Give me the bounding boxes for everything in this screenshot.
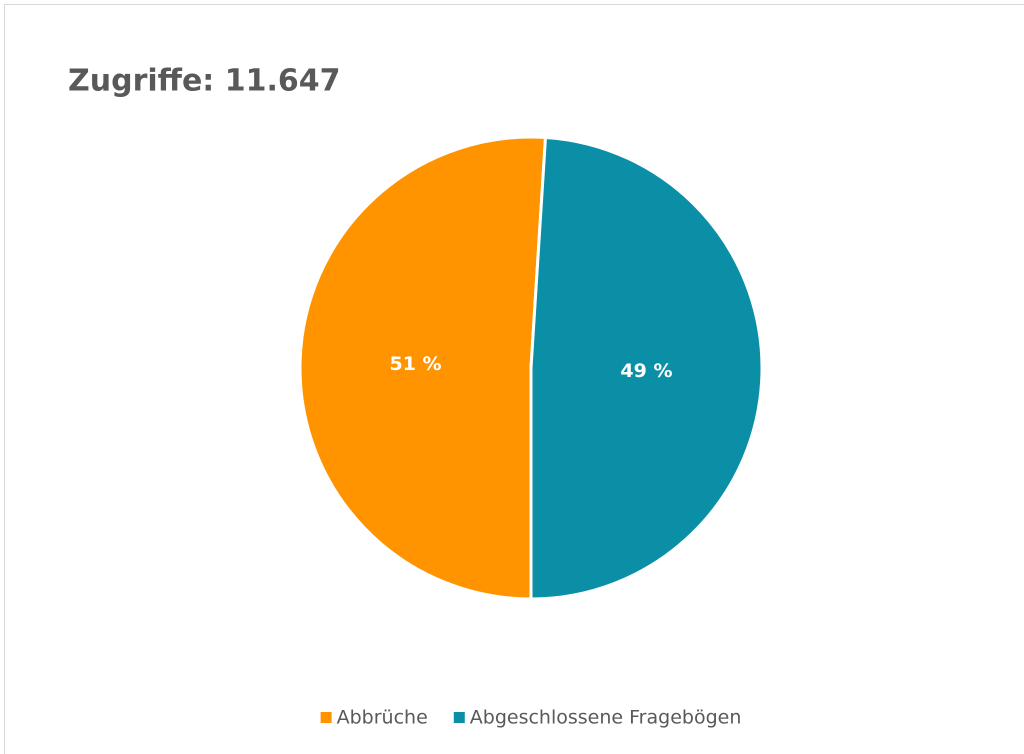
chart-title: Zugriffe: 11.647: [68, 64, 341, 99]
slice-label: 49 %: [620, 360, 672, 382]
pie-slice: [529, 135, 764, 601]
slice-label: 51 %: [390, 353, 442, 375]
pie-slice: [298, 135, 548, 601]
legend-label: Abbrüche: [337, 707, 428, 729]
legend-label: Abgeschlossene Fragebögen: [470, 707, 742, 729]
legend-swatch: [453, 712, 465, 723]
legend-swatch: [320, 712, 332, 723]
